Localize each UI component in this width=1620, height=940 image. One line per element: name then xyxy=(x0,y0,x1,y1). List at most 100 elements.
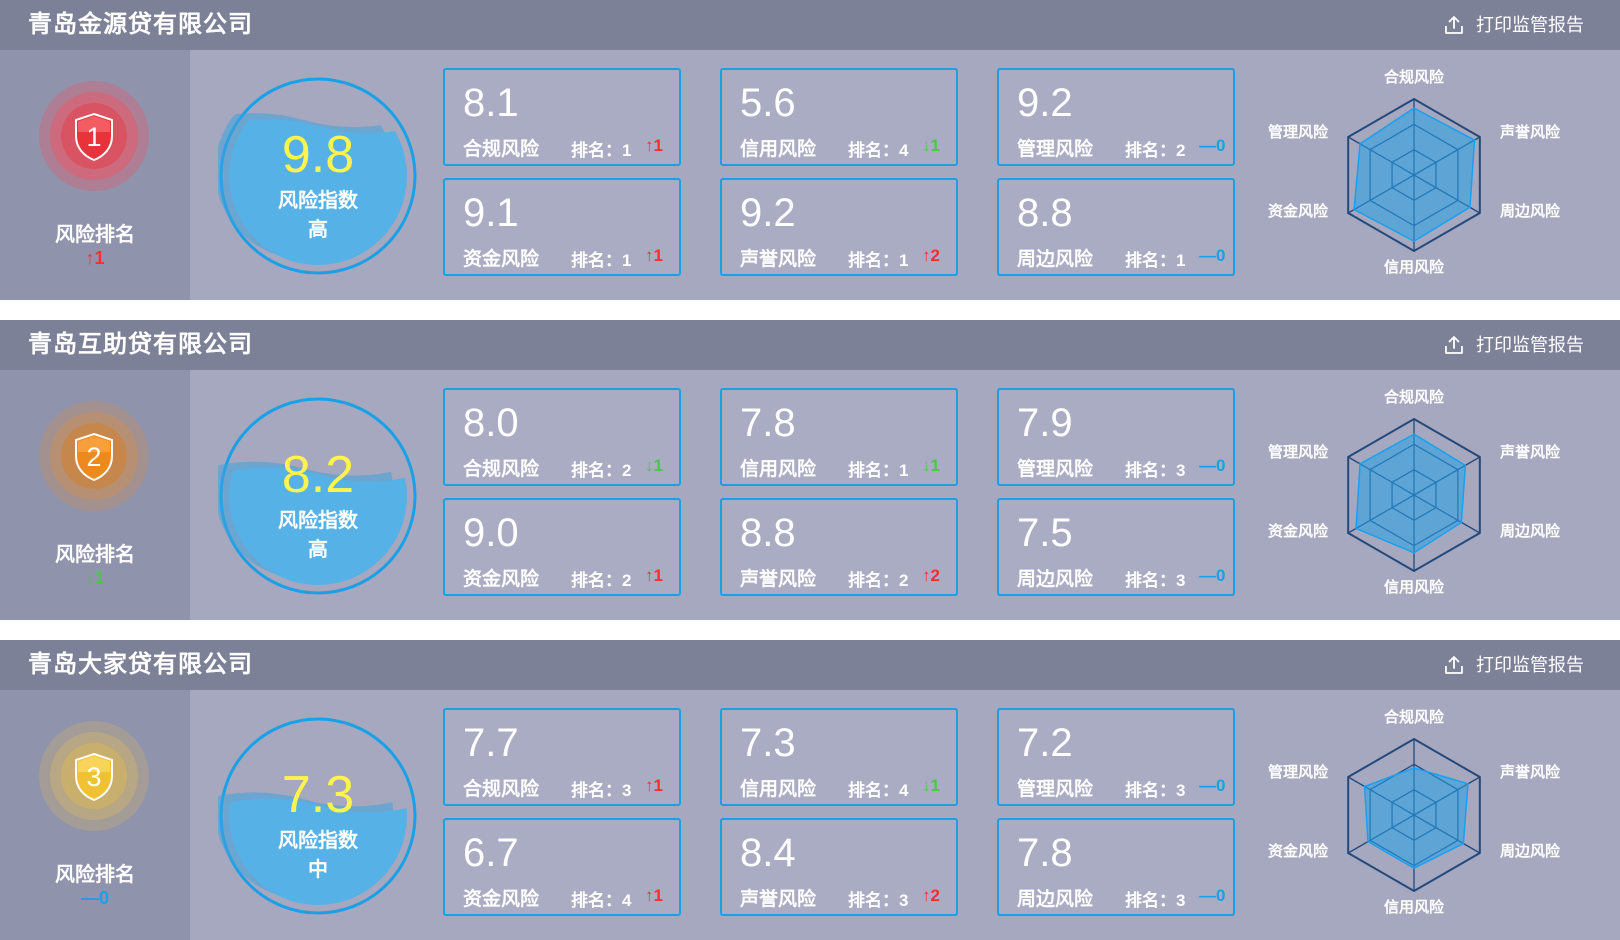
radar-axis-label: 管理风险 xyxy=(1268,123,1329,141)
metric-change-value: 0 xyxy=(1216,456,1226,475)
metric-rank-prefix: 排名： xyxy=(1125,891,1176,910)
rank-change-value: 1 xyxy=(94,248,105,268)
metric-change-value: 1 xyxy=(653,886,663,905)
radar-axis-label: 合规风险 xyxy=(1383,388,1445,406)
metric-rank-value: 2 xyxy=(622,461,632,480)
print-report-button[interactable]: 打印监管报告 xyxy=(1444,12,1584,38)
metric-rank-prefix: 排名： xyxy=(848,891,899,910)
metric-change-value: 0 xyxy=(1216,566,1226,585)
metric-change-arrow: ↑ xyxy=(922,246,931,265)
metric-rank-change: ↓1 xyxy=(645,456,663,476)
metric-name: 资金风险 xyxy=(463,569,540,590)
print-report-button[interactable]: 打印监管报告 xyxy=(1444,332,1584,358)
radar-data-area xyxy=(1363,767,1469,870)
metric-rank-value: 4 xyxy=(899,141,909,160)
metric-score: 7.8 xyxy=(740,401,796,445)
metric-change-arrow: ↑ xyxy=(645,246,654,265)
metric-rank-change: ↑1 xyxy=(645,566,663,586)
metric-rank-change: —0 xyxy=(1199,776,1225,796)
metric-rank-change: —0 xyxy=(1199,566,1225,586)
metric-rank: 排名：4 xyxy=(571,886,631,911)
metric-rank: 排名：3 xyxy=(1125,776,1185,801)
print-report-label: 打印监管报告 xyxy=(1476,655,1584,675)
radar-axis-label: 信用风险 xyxy=(1384,578,1445,596)
risk-index-level: 中 xyxy=(308,857,328,881)
metric-name: 周边风险 xyxy=(1017,249,1094,270)
rank-label: 风险排名 xyxy=(55,224,135,246)
print-report-label: 打印监管报告 xyxy=(1476,335,1584,355)
rank-change: ↑1 xyxy=(0,248,190,269)
metric-rank-value: 1 xyxy=(622,141,632,160)
radar-axis-label: 信用风险 xyxy=(1384,898,1445,916)
radar-axis-label: 资金风险 xyxy=(1268,522,1329,540)
risk-metric-card: 8.8 声誉风险 排名：2 ↑2 xyxy=(720,498,958,596)
metric-rank: 排名：2 xyxy=(571,566,631,591)
rank-column: 1 风险排名 ↑1 xyxy=(0,50,190,300)
metric-change-arrow: ↓ xyxy=(922,136,931,155)
metric-name: 管理风险 xyxy=(1017,139,1094,160)
upload-icon xyxy=(1445,656,1463,674)
metric-name: 声誉风险 xyxy=(740,889,817,910)
metric-rank: 排名：3 xyxy=(1125,566,1185,591)
metric-rank-prefix: 排名： xyxy=(848,571,899,590)
rank-number: 3 xyxy=(86,762,101,792)
metric-change-arrow: ↓ xyxy=(922,456,931,475)
print-report-button[interactable]: 打印监管报告 xyxy=(1444,652,1584,678)
risk-metric-card: 5.6 信用风险 排名：4 ↓1 xyxy=(720,68,958,166)
metric-name: 合规风险 xyxy=(463,139,540,160)
risk-metric-card: 7.2 管理风险 排名：3 —0 xyxy=(997,708,1235,806)
company-header: 青岛大家贷有限公司 打印监管报告 xyxy=(0,640,1620,690)
metric-rank-value: 4 xyxy=(622,891,632,910)
metric-rank: 排名：1 xyxy=(571,136,631,161)
risk-metric-card: 9.1 资金风险 排名：1 ↑1 xyxy=(443,178,681,276)
metric-rank-change: ↑1 xyxy=(645,886,663,906)
metric-rank-prefix: 排名： xyxy=(848,141,899,160)
metric-rank-value: 1 xyxy=(622,251,632,270)
rank-change: —0 xyxy=(0,888,190,909)
metric-rank: 排名：1 xyxy=(571,246,631,271)
radar-axis-label: 合规风险 xyxy=(1383,708,1445,726)
metric-change-arrow: ↑ xyxy=(922,566,931,585)
metric-rank-prefix: 排名： xyxy=(571,141,622,160)
metric-rank-change: ↑2 xyxy=(922,246,940,266)
metric-name: 合规风险 xyxy=(463,459,540,480)
metric-rank-change: ↑2 xyxy=(922,886,940,906)
metric-rank: 排名：1 xyxy=(848,246,908,271)
metric-rank-prefix: 排名： xyxy=(571,781,622,800)
risk-metric-card: 9.2 管理风险 排名：2 —0 xyxy=(997,68,1235,166)
company-body: 2 风险排名 ↓1 8.2 风险指数高 8.0 合规风险 排名：2 ↓1 7.8 信用风险 排名：1 ↓… xyxy=(0,370,1620,620)
metric-score: 7.2 xyxy=(1017,721,1073,765)
metric-rank-prefix: 排名： xyxy=(571,571,622,590)
upload-icon xyxy=(1445,16,1463,34)
company-name: 青岛金源贷有限公司 xyxy=(28,11,253,38)
metric-name: 周边风险 xyxy=(1017,569,1094,590)
metric-change-value: 1 xyxy=(930,776,940,795)
company-name: 青岛大家贷有限公司 xyxy=(28,651,253,678)
metric-change-value: 2 xyxy=(930,246,940,265)
metric-rank: 排名：2 xyxy=(848,566,908,591)
metric-rank-value: 2 xyxy=(899,571,909,590)
metric-rank-value: 2 xyxy=(622,571,632,590)
risk-index-level: 高 xyxy=(308,537,328,561)
risk-metric-card: 7.8 周边风险 排名：3 —0 xyxy=(997,818,1235,916)
metric-name: 管理风险 xyxy=(1017,779,1094,800)
metric-rank-value: 1 xyxy=(1176,251,1186,270)
upload-icon xyxy=(1445,336,1463,354)
risk-index-label: 风险指数 xyxy=(278,828,359,852)
metric-change-arrow: ↑ xyxy=(645,776,654,795)
metric-score: 8.1 xyxy=(463,81,519,125)
radar-axis-label: 管理风险 xyxy=(1268,443,1329,461)
radar-axis-label: 周边风险 xyxy=(1500,842,1561,860)
metric-change-value: 0 xyxy=(1216,776,1226,795)
metric-change-arrow: ↓ xyxy=(922,776,931,795)
risk-index-value: 8.2 xyxy=(282,446,354,504)
rank-label: 风险排名 xyxy=(55,864,135,886)
metric-change-value: 1 xyxy=(653,566,663,585)
risk-metric-card: 7.9 管理风险 排名：3 —0 xyxy=(997,388,1235,486)
risk-metric-card: 9.2 声誉风险 排名：1 ↑2 xyxy=(720,178,958,276)
metric-rank: 排名：3 xyxy=(571,776,631,801)
rank-shield-icon: 1 xyxy=(39,81,149,191)
metric-rank: 排名：4 xyxy=(848,136,908,161)
metric-name: 管理风险 xyxy=(1017,459,1094,480)
